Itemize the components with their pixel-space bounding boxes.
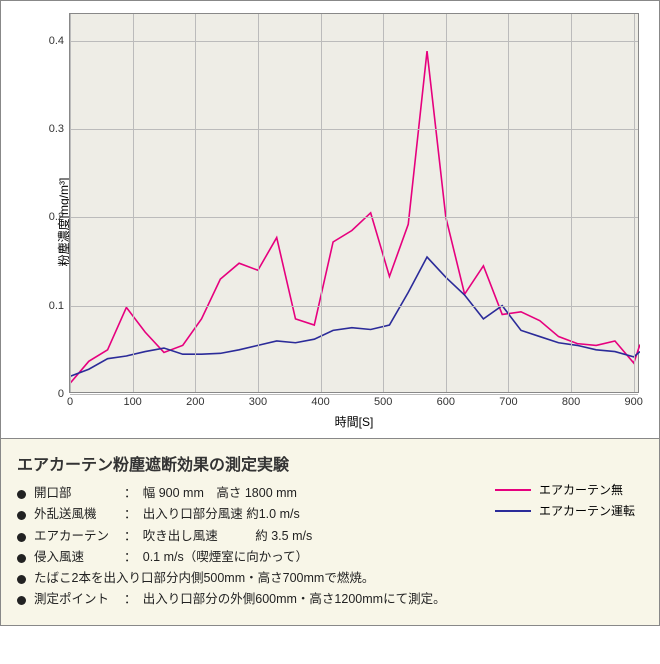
bullet-icon	[17, 596, 26, 605]
legend-label: エアカーテン運転	[539, 502, 635, 519]
x-tick: 500	[374, 392, 392, 408]
x-tick: 200	[186, 392, 204, 408]
info-row: 測定ポイント： 出入り口部分の外側600mm・高さ1200mmにて測定。	[17, 589, 643, 610]
info-panel: エアカーテン粉塵遮断効果の測定実験 開口部： 幅 900 mm 高さ 1800 …	[0, 439, 660, 626]
bullet-icon	[17, 490, 26, 499]
legend-label: エアカーテン無	[539, 481, 623, 498]
info-text: 外乱送風機： 出入り口部分風速 約1.0 m/s	[34, 504, 300, 525]
x-axis-label: 時間[S]	[69, 413, 639, 430]
series-line	[70, 257, 640, 376]
y-tick: 0.4	[49, 35, 70, 47]
info-text: 測定ポイント： 出入り口部分の外側600mm・高さ1200mmにて測定。	[34, 589, 446, 610]
info-text: 侵入風速： 0.1 m/s（喫煙室に向かって）	[34, 547, 308, 568]
x-tick: 100	[123, 392, 141, 408]
info-row: エアカーテン： 吹き出し風速 約 3.5 m/s	[17, 526, 643, 547]
chart-container: 粉塵濃度[mg/m³] 00.10.20.30.4010020030040050…	[0, 0, 660, 439]
y-tick: 0.2	[49, 211, 70, 223]
bullet-icon	[17, 511, 26, 520]
x-tick: 400	[311, 392, 329, 408]
x-tick: 700	[499, 392, 517, 408]
legend-swatch	[495, 489, 531, 491]
legend-item: エアカーテン無	[495, 481, 635, 498]
bullet-icon	[17, 533, 26, 542]
x-tick: 300	[249, 392, 267, 408]
chart-lines	[70, 14, 640, 394]
bullet-icon	[17, 554, 26, 563]
legend-item: エアカーテン運転	[495, 502, 635, 519]
chart-area: 粉塵濃度[mg/m³] 00.10.20.30.4010020030040050…	[69, 13, 639, 430]
legend-swatch	[495, 510, 531, 512]
plot-region: 00.10.20.30.4010020030040050060070080090…	[69, 13, 639, 393]
info-title: エアカーテン粉塵遮断効果の測定実験	[17, 451, 643, 475]
x-tick: 0	[67, 392, 73, 408]
info-text: たばこ2本を出入り口部分内側500mm・高さ700mmで燃焼。	[34, 568, 374, 589]
y-tick: 0.1	[49, 300, 70, 312]
y-tick: 0.3	[49, 123, 70, 135]
x-tick: 600	[437, 392, 455, 408]
info-text: エアカーテン： 吹き出し風速 約 3.5 m/s	[34, 526, 312, 547]
x-tick: 800	[562, 392, 580, 408]
info-row: たばこ2本を出入り口部分内側500mm・高さ700mmで燃焼。	[17, 568, 643, 589]
legend: エアカーテン無エアカーテン運転	[495, 481, 635, 523]
bullet-icon	[17, 575, 26, 584]
info-text: 開口部： 幅 900 mm 高さ 1800 mm	[34, 483, 297, 504]
x-tick: 900	[625, 392, 643, 408]
info-row: 侵入風速： 0.1 m/s（喫煙室に向かって）	[17, 547, 643, 568]
